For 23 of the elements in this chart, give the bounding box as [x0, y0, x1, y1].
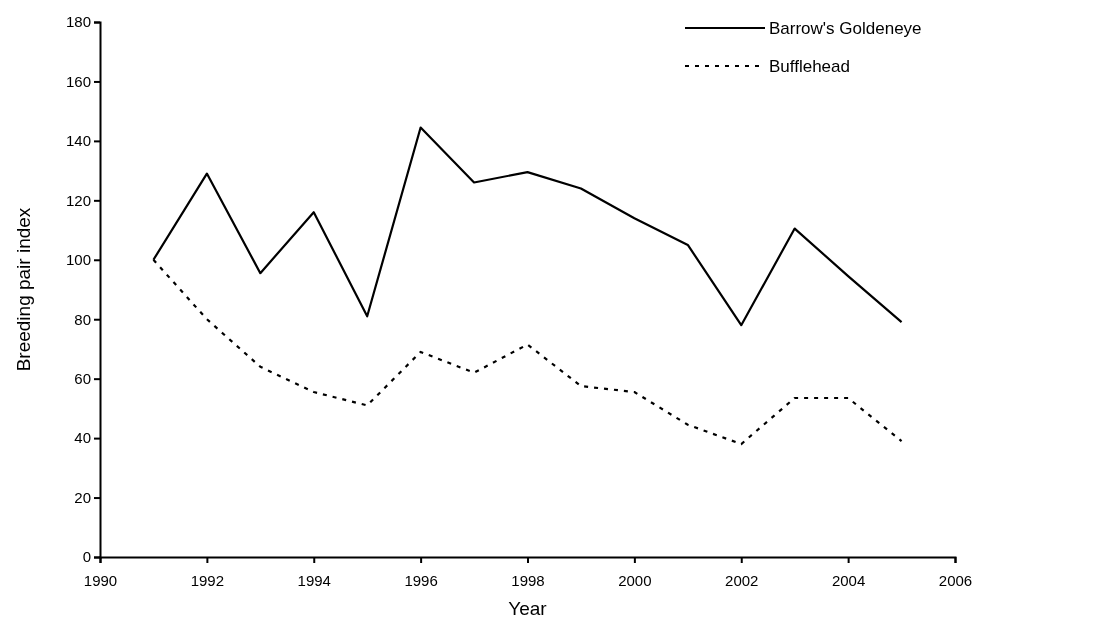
y-tick-label: 20: [74, 488, 91, 506]
y-tick-label: 0: [82, 548, 91, 566]
x-tick-label: 1992: [190, 571, 225, 589]
x-tick-label: 2002: [725, 571, 759, 589]
x-tick-label: 2006: [938, 571, 973, 589]
x-tick-label: 2004: [831, 571, 866, 589]
y-tick-label: 180: [65, 13, 91, 31]
x-axis-title: Year: [508, 598, 548, 619]
y-tick-label: 60: [74, 369, 91, 387]
x-tick-label: 1990: [83, 571, 118, 589]
y-tick-label: 160: [65, 72, 91, 90]
x-tick-label: 2000: [618, 571, 652, 589]
y-tick-label: 100: [65, 251, 91, 269]
y-tick-label: 120: [65, 191, 91, 209]
legend-label: Barrow's Goldeneye: [769, 19, 922, 38]
y-tick-label: 80: [74, 310, 91, 328]
y-axis-title: Breeding pair index: [13, 207, 34, 372]
legend-label: Bufflehead: [769, 57, 850, 76]
x-tick-label: 1996: [404, 571, 438, 589]
x-tick-label: 1998: [511, 571, 545, 589]
y-tick-label: 140: [65, 132, 91, 150]
y-tick-label: 40: [74, 429, 91, 447]
x-tick-label: 1994: [297, 571, 331, 589]
